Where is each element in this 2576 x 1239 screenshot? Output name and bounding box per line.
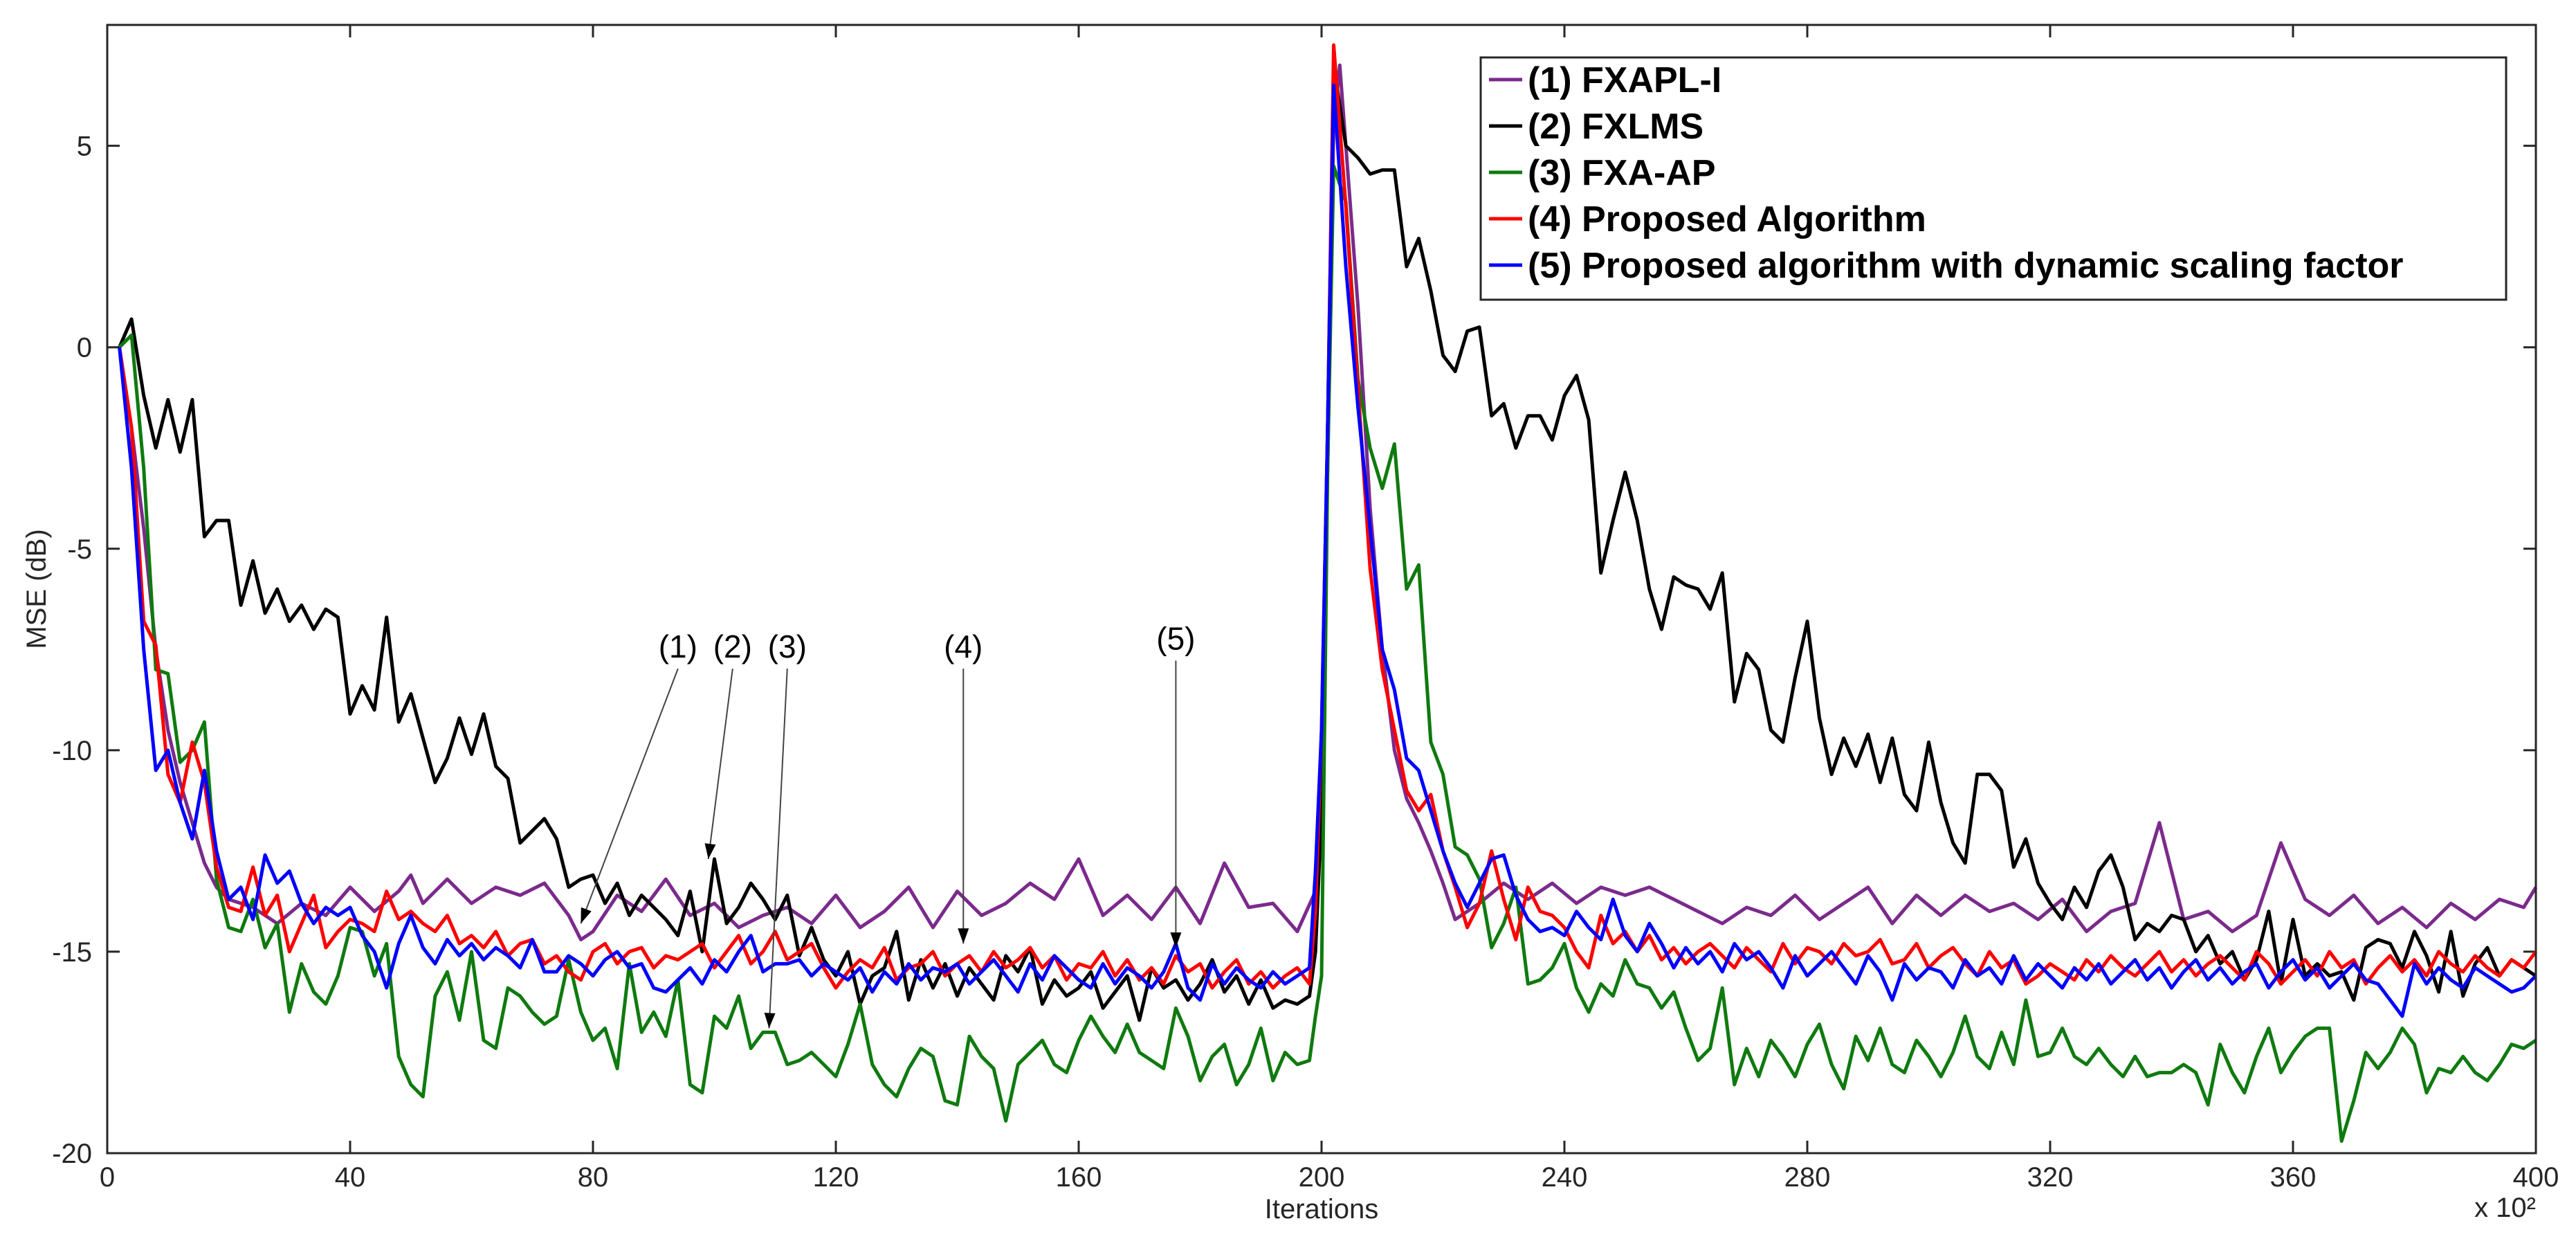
x-multiplier-label: x 10² (2474, 1193, 2536, 1223)
annotation-arrowhead (581, 907, 592, 924)
x-tick-label: 0 (100, 1162, 115, 1193)
x-axis-label: Iterations (1265, 1194, 1379, 1224)
annotation-arrowhead (1170, 932, 1182, 948)
annotation-leader (580, 668, 679, 924)
series-line-3 (118, 164, 2537, 1143)
series-line-5 (118, 83, 2537, 1018)
annotation-label: (5) (1156, 620, 1195, 656)
legend-label-1: (1) FXAPL-I (1528, 60, 1721, 100)
y-tick-label: 5 (77, 132, 92, 162)
x-tick-label: 360 (2270, 1162, 2317, 1193)
y-axis-label: MSE (dB) (21, 529, 52, 649)
tick-labels: 0 40 80 120 160 200 240 280 320 360 400 -20 -15 -10 -5… (52, 132, 2559, 1193)
y-tick-label: -5 (67, 534, 92, 565)
series-layer (118, 43, 2538, 1143)
annotations: (1) (2) (3) (4) (5) (580, 620, 1196, 1029)
y-tick-label: 0 (77, 333, 92, 363)
annotation-label: (2) (713, 628, 752, 664)
annotation-label: (4) (944, 628, 983, 664)
x-tick-label: 320 (2027, 1162, 2074, 1193)
plot-frame (106, 24, 2537, 1155)
annotation-arrowhead (764, 1013, 776, 1029)
x-tick-label: 240 (1542, 1162, 1588, 1193)
x-tick-label: 120 (813, 1162, 859, 1193)
annotation-label: (1) (659, 628, 697, 664)
x-tick-label: 80 (578, 1162, 609, 1193)
x-tick-label: 200 (1299, 1162, 1345, 1193)
y-tick-label: -15 (52, 937, 92, 968)
annotation-arrowhead (958, 928, 969, 944)
legend-label-3: (3) FXA-AP (1528, 153, 1716, 193)
legend: (1) FXAPL-I (2) FXLMS (3) FXA-AP (4) Propos… (1479, 56, 2508, 301)
legend-box (1479, 56, 2508, 301)
x-tick-label: 40 (335, 1162, 366, 1193)
legend-label-4: (4) Proposed Algorithm (1528, 199, 1926, 239)
x-tick-label: 160 (1056, 1162, 1102, 1193)
x-tick-label: 400 (2513, 1162, 2559, 1193)
x-tick-label: 280 (1784, 1162, 1831, 1193)
annotation-label: (3) (768, 628, 807, 664)
y-tick-label: -10 (52, 736, 92, 766)
y-tick-label: -20 (52, 1139, 92, 1169)
annotation-leader (707, 668, 733, 860)
annotation-leader (768, 668, 788, 1029)
legend-label-5: (5) Proposed algorithm with dynamic scal… (1528, 246, 2404, 286)
legend-label-2: (2) FXLMS (1528, 107, 1703, 147)
annotation-arrowhead (704, 843, 716, 860)
